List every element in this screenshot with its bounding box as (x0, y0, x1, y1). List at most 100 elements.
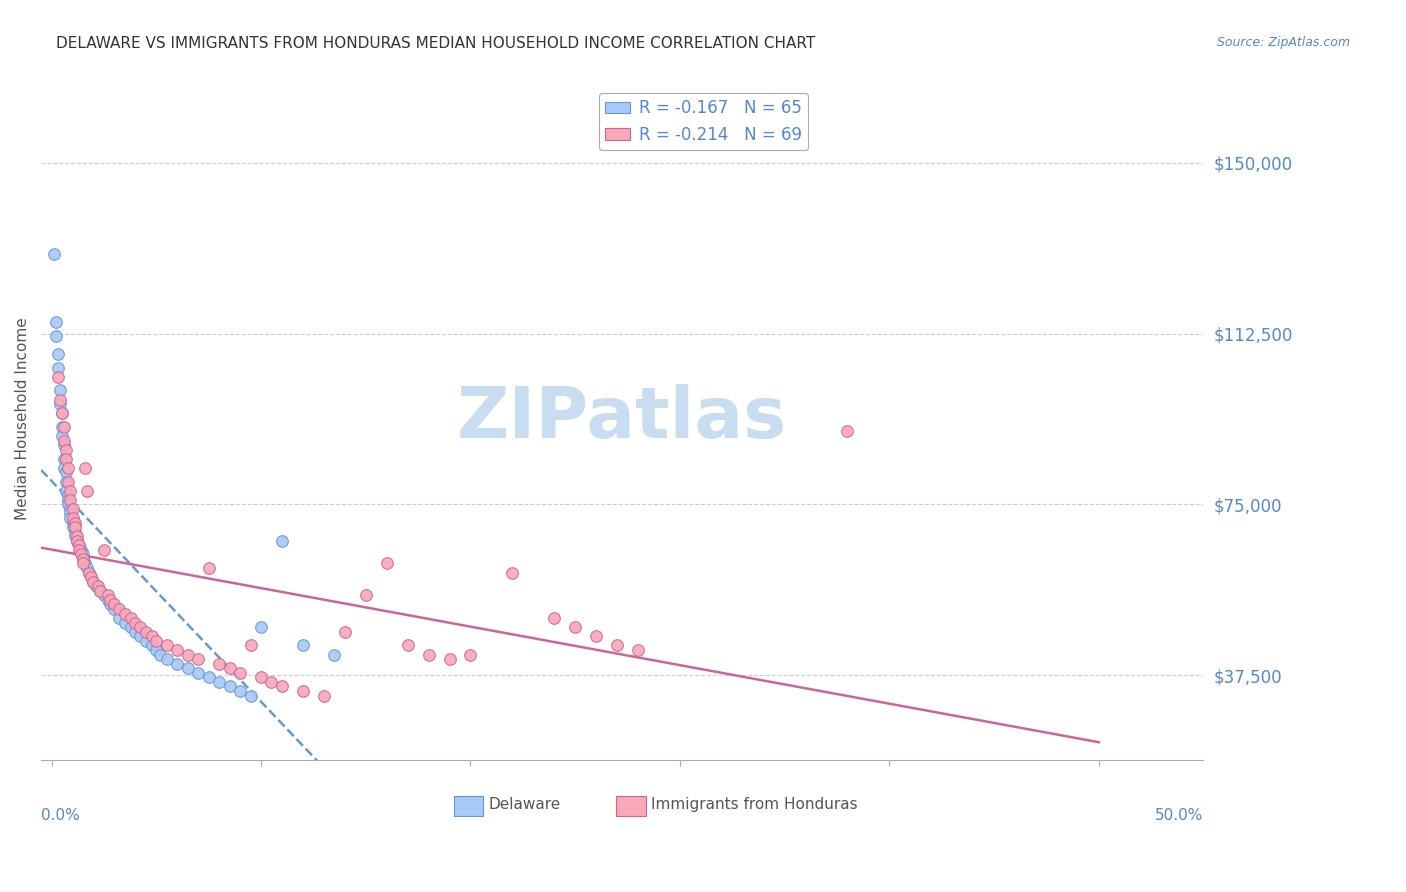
Point (63, 516, 86, 530)
Point (97, 588, 120, 602)
Point (75, 461, 97, 475)
Point (45, 315, 67, 329)
Point (55, 475, 77, 489)
Point (45, 328, 67, 343)
Point (120, 620, 142, 634)
Point (585, 629, 607, 643)
Point (62, 501, 84, 516)
Point (66, 529, 89, 543)
Point (82, 574, 104, 589)
Point (80, 570, 103, 584)
Point (312, 689, 335, 703)
Point (63, 524, 86, 539)
Point (42, 247, 65, 261)
Point (46, 347, 69, 361)
Point (837, 425, 859, 439)
Point (271, 533, 294, 548)
Point (51, 429, 73, 443)
Point (55, 451, 77, 466)
Point (239, 639, 262, 653)
Point (149, 648, 172, 662)
Point (62, 516, 84, 530)
FancyBboxPatch shape (616, 796, 645, 816)
Point (291, 684, 314, 698)
Point (58, 461, 80, 475)
Point (70, 542, 93, 557)
Point (49, 384, 72, 398)
Point (72, 557, 94, 571)
Text: Delaware: Delaware (489, 797, 561, 813)
Point (97, 593, 120, 607)
Point (229, 665, 252, 680)
Point (59, 507, 82, 521)
Point (53, 420, 76, 434)
Point (59, 483, 82, 498)
Point (98, 593, 121, 607)
Point (177, 648, 200, 662)
Point (543, 611, 565, 625)
Point (197, 561, 219, 575)
Point (86, 579, 108, 593)
Point (55, 466, 77, 480)
Point (51, 420, 73, 434)
Point (141, 639, 163, 653)
Point (67, 538, 90, 552)
Point (229, 684, 252, 698)
Point (197, 670, 219, 684)
Point (208, 657, 231, 671)
Point (107, 602, 129, 616)
Point (58, 488, 80, 502)
Point (103, 598, 125, 612)
Point (58, 475, 80, 489)
Point (59, 492, 82, 507)
Point (208, 674, 231, 689)
Point (124, 615, 146, 630)
Point (72, 547, 94, 561)
Point (291, 639, 314, 653)
Point (58, 497, 80, 511)
Point (51, 406, 73, 420)
Point (55, 483, 77, 498)
Point (66, 533, 89, 548)
Point (354, 588, 377, 602)
Point (46, 360, 69, 375)
Point (501, 566, 523, 580)
Point (62, 520, 84, 534)
Point (49, 392, 72, 407)
Y-axis label: Median Household Income: Median Household Income (15, 318, 30, 520)
Point (564, 620, 586, 634)
Point (460, 648, 482, 662)
Point (239, 689, 262, 703)
Point (67, 542, 90, 557)
Point (145, 633, 167, 648)
Point (114, 615, 136, 630)
Point (333, 624, 356, 639)
Point (250, 620, 273, 634)
Point (63, 529, 86, 543)
Point (53, 438, 76, 452)
Point (76, 561, 98, 575)
Point (66, 533, 89, 548)
Point (166, 657, 188, 671)
Point (89, 583, 111, 598)
Text: DELAWARE VS IMMIGRANTS FROM HONDURAS MEDIAN HOUSEHOLD INCOME CORRELATION CHART: DELAWARE VS IMMIGRANTS FROM HONDURAS MED… (56, 36, 815, 51)
Point (59, 501, 82, 516)
Point (63, 520, 86, 534)
Point (218, 661, 240, 675)
Text: 50.0%: 50.0% (1156, 808, 1204, 823)
FancyBboxPatch shape (454, 796, 482, 816)
Point (67, 538, 90, 552)
Point (59, 511, 82, 525)
Point (606, 639, 628, 653)
Point (271, 680, 294, 694)
Point (396, 639, 419, 653)
Point (107, 611, 129, 625)
Point (79, 566, 101, 580)
Text: Immigrants from Honduras: Immigrants from Honduras (651, 797, 858, 813)
Point (218, 680, 240, 694)
Point (124, 624, 146, 639)
Point (260, 674, 283, 689)
Point (187, 665, 209, 680)
Point (72, 552, 94, 566)
Point (75, 557, 97, 571)
